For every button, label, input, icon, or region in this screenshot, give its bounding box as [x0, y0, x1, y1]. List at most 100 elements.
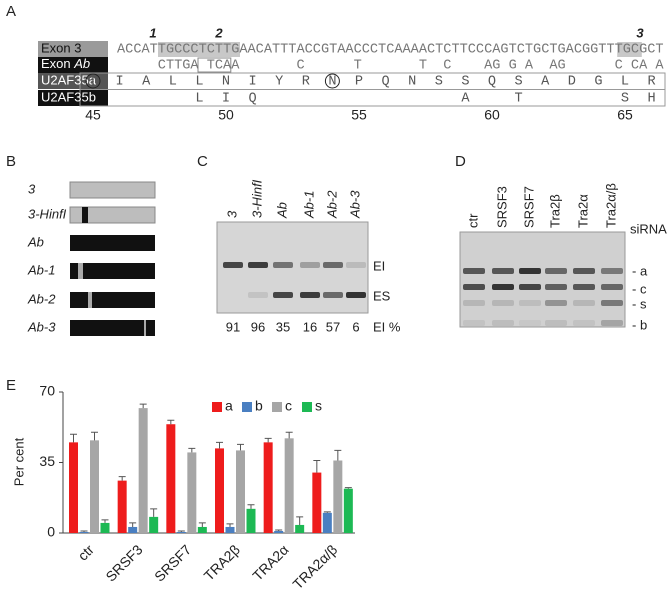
construct-bars: [69, 181, 156, 336]
row-label: U2AF35a: [41, 72, 97, 87]
bar: [225, 526, 235, 533]
gel-band: [300, 262, 320, 268]
panel-label: A: [6, 3, 16, 20]
x-tick-label: TRA2β: [201, 541, 243, 583]
gel-band: [463, 268, 485, 274]
gel-band: [248, 292, 268, 298]
error-bar: [264, 437, 272, 443]
gel-band: [573, 320, 595, 326]
bar: [263, 442, 273, 533]
gel-band: [519, 320, 541, 326]
bar: [128, 526, 138, 533]
error-bar: [313, 459, 321, 473]
error-bar: [139, 403, 147, 409]
residue: N: [408, 75, 416, 90]
highlight: [617, 42, 642, 57]
bar: [187, 452, 197, 533]
ei-percent: 57: [326, 319, 340, 334]
legend-label: b: [255, 398, 263, 414]
lane-label: Tra2β: [547, 194, 562, 228]
bar: [333, 460, 343, 533]
lane-label: SRSF3: [494, 186, 509, 228]
gel-band: [601, 300, 623, 306]
construct-mark: [78, 263, 83, 279]
y-tick-label: 70: [39, 383, 55, 399]
error-bar: [323, 511, 331, 513]
error-bar: [91, 431, 98, 441]
label-bg: [38, 73, 108, 89]
panel-label: B: [6, 153, 16, 170]
construct-label: 3-HinfI: [28, 206, 67, 221]
lane-label: Tra2α/β: [603, 183, 618, 228]
y-tick-label: 35: [39, 453, 55, 469]
residue: S: [515, 75, 523, 90]
bar: [312, 472, 322, 533]
gel-band: [545, 284, 567, 290]
residue: L: [195, 92, 203, 107]
gel-band: [346, 262, 366, 268]
legend-label: s: [315, 398, 322, 414]
gel-band: [492, 300, 514, 306]
lane-label: Tra2α: [575, 194, 590, 228]
x-tick-label: SRSF7: [151, 541, 194, 584]
bar: [149, 516, 159, 533]
residue: R: [648, 75, 656, 90]
residue: T: [515, 92, 523, 107]
row-label: Exon 3: [41, 40, 81, 55]
gel-band: [223, 262, 243, 268]
row-label-part: Ab: [73, 56, 90, 71]
residue: A: [541, 75, 550, 90]
lane-label: Ab: [274, 202, 289, 219]
residue: L: [621, 75, 629, 90]
error-bar: [150, 508, 158, 517]
band-label: - a: [632, 263, 648, 278]
residue: S: [461, 75, 469, 90]
bar: [79, 531, 89, 533]
error-bar: [80, 530, 88, 532]
gel-band: [463, 320, 485, 326]
error-bar: [285, 431, 293, 439]
gel-band: [273, 262, 293, 268]
error-bar: [275, 529, 283, 531]
error-bar: [188, 447, 196, 453]
row-label: Exon Ab: [41, 56, 90, 71]
position-label: 60: [484, 107, 500, 123]
gel-band: [601, 268, 623, 274]
gel-band: [519, 300, 541, 306]
y-axis-label: Per cent: [11, 437, 26, 486]
ei-percent: 91: [226, 319, 240, 334]
error-bar: [344, 487, 352, 489]
site-label: 1: [149, 25, 156, 40]
construct-bar: [70, 263, 155, 279]
residue: P: [355, 75, 363, 90]
band-label: - b: [632, 317, 647, 332]
gel-band: [463, 300, 485, 306]
row-label: U2AF35b: [41, 89, 96, 104]
legend-swatch: [272, 402, 282, 412]
bar: [274, 530, 284, 533]
band-label: - c: [632, 281, 647, 296]
gel-band: [300, 292, 320, 298]
construct-label: Ab-2: [27, 291, 56, 306]
construct-bar: [70, 320, 155, 336]
construct-label: Ab-1: [27, 262, 55, 277]
residue: H: [648, 92, 656, 107]
residue: A: [461, 92, 470, 107]
error-bar: [101, 519, 109, 523]
bar: [215, 448, 224, 533]
gel-band: [519, 284, 541, 290]
gel-band: [545, 268, 567, 274]
construct-bar: [70, 292, 155, 308]
ei-percent: 96: [251, 319, 265, 334]
ei-label: EI %: [373, 319, 401, 334]
residue: I: [116, 75, 124, 90]
residue: D: [568, 75, 576, 90]
bar: [166, 424, 176, 533]
x-tick-label: SRSF3: [102, 541, 145, 584]
residue: S: [435, 75, 443, 90]
ei-percent: 16: [303, 319, 317, 334]
row-label-part: Exon: [41, 56, 71, 71]
gel-band: [519, 268, 541, 274]
gel-band: [573, 268, 595, 274]
